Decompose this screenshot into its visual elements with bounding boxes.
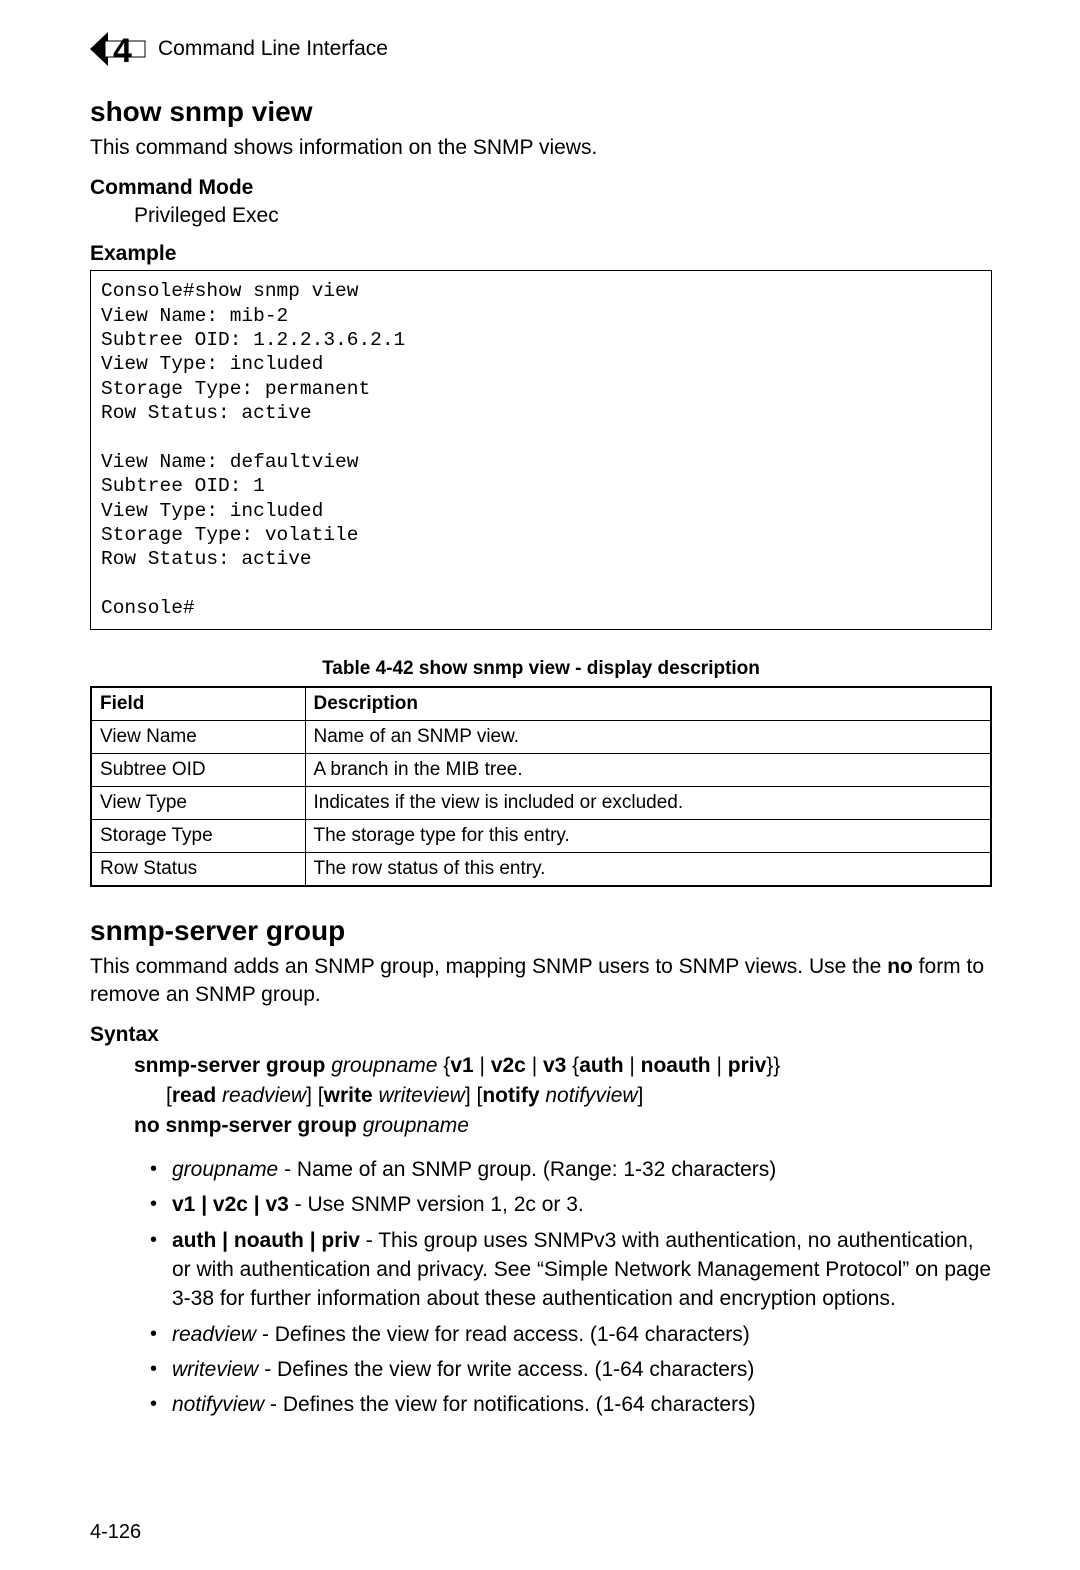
syntax-text: snmp-server group (134, 1054, 331, 1077)
table-cell: Indicates if the view is included or exc… (305, 786, 991, 819)
list-item: auth | noauth | priv - This group uses S… (150, 1226, 992, 1314)
parameter-list: groupname - Name of an SNMP group. (Rang… (90, 1155, 992, 1420)
syntax-text: readview (222, 1084, 306, 1107)
command-mode-value: Privileged Exec (90, 204, 992, 228)
syntax-text: no snmp-server group (134, 1114, 363, 1137)
syntax-text: notify (482, 1084, 539, 1107)
table-cell: The storage type for this entry. (305, 819, 991, 852)
section-description: This command shows information on the SN… (90, 134, 992, 162)
command-mode-label: Command Mode (90, 176, 992, 200)
example-code-block: Console#show snmp view View Name: mib-2 … (90, 270, 992, 629)
table-cell: View Name (91, 720, 305, 753)
list-item: readview - Defines the view for read acc… (150, 1320, 992, 1349)
syntax-text: ] [ (306, 1084, 324, 1107)
syntax-text: writeview (378, 1084, 464, 1107)
syntax-text: v3 (543, 1054, 566, 1077)
table-row: View Type Indicates if the view is inclu… (91, 786, 991, 819)
syntax-text: | (624, 1054, 641, 1077)
param-sep: - (289, 1193, 308, 1216)
syntax-text: priv (728, 1054, 767, 1077)
syntax-line-3: no snmp-server group groupname (134, 1111, 992, 1141)
svg-text:4: 4 (113, 32, 132, 70)
desc-bold: no (887, 955, 913, 978)
param-desc: Defines the view for write access. (1-64… (277, 1358, 754, 1381)
param-desc: Use SNMP version 1, 2c or 3. (308, 1193, 584, 1216)
param-term: writeview (172, 1358, 258, 1381)
param-desc: Defines the view for notifications. (1-6… (283, 1393, 756, 1416)
syntax-text: auth (579, 1054, 623, 1077)
param-term: notifyview (172, 1393, 264, 1416)
list-item: v1 | v2c | v3 - Use SNMP version 1, 2c o… (150, 1190, 992, 1219)
syntax-text: notifyview (545, 1084, 637, 1107)
table-cell: Row Status (91, 852, 305, 886)
param-term: readview (172, 1323, 256, 1346)
syntax-text: { (437, 1054, 450, 1077)
table-cell: The row status of this entry. (305, 852, 991, 886)
syntax-text: groupname (363, 1114, 469, 1137)
param-sep: - (360, 1229, 378, 1252)
table-header-row: Field Description (91, 687, 991, 721)
param-sep: - (256, 1323, 275, 1346)
page-number: 4-126 (90, 1521, 141, 1544)
param-desc: Defines the view for read access. (1-64 … (275, 1323, 750, 1346)
table-caption: Table 4-42 show snmp view - display desc… (90, 658, 992, 680)
table-header-description: Description (305, 687, 991, 721)
table-cell: Subtree OID (91, 753, 305, 786)
syntax-text: ] (638, 1084, 644, 1107)
syntax-text: ] [ (465, 1084, 483, 1107)
param-desc: Name of an SNMP group. (Range: 1-32 char… (297, 1158, 776, 1181)
syntax-text: noauth (641, 1054, 711, 1077)
table-row: Subtree OID A branch in the MIB tree. (91, 753, 991, 786)
table-row: Storage Type The storage type for this e… (91, 819, 991, 852)
param-sep: - (264, 1393, 283, 1416)
page-header: 4 Command Line Interface (90, 28, 992, 70)
list-item: notifyview - Defines the view for notifi… (150, 1390, 992, 1419)
section-heading-show-snmp-view: show snmp view (90, 96, 992, 128)
syntax-line-1: snmp-server group groupname {v1 | v2c | … (134, 1051, 992, 1081)
syntax-text: | (474, 1054, 491, 1077)
list-item: writeview - Defines the view for write a… (150, 1355, 992, 1384)
syntax-text: write (324, 1084, 373, 1107)
table-row: Row Status The row status of this entry. (91, 852, 991, 886)
syntax-block: snmp-server group groupname {v1 | v2c | … (90, 1051, 992, 1140)
table-cell: A branch in the MIB tree. (305, 753, 991, 786)
table-cell: Name of an SNMP view. (305, 720, 991, 753)
chapter-icon: 4 (90, 28, 146, 70)
syntax-text: | (526, 1054, 543, 1077)
param-term: auth | noauth | priv (172, 1229, 360, 1252)
syntax-text: { (566, 1054, 579, 1077)
syntax-text: groupname (331, 1054, 437, 1077)
syntax-label: Syntax (90, 1023, 992, 1047)
syntax-text: v2c (491, 1054, 526, 1077)
example-label: Example (90, 242, 992, 266)
syntax-text: read (172, 1084, 216, 1107)
table-header-field: Field (91, 687, 305, 721)
param-term: groupname (172, 1158, 278, 1181)
param-sep: - (278, 1158, 297, 1181)
param-sep: - (258, 1358, 277, 1381)
section2-description: This command adds an SNMP group, mapping… (90, 953, 992, 1010)
header-title: Command Line Interface (158, 37, 388, 61)
table-cell: Storage Type (91, 819, 305, 852)
syntax-line-2: [read readview] [write writeview] [notif… (134, 1081, 992, 1111)
syntax-text: v1 (450, 1054, 473, 1077)
param-term: v1 | v2c | v3 (172, 1193, 289, 1216)
desc-pre: This command adds an SNMP group, mapping… (90, 955, 887, 978)
table-row: View Name Name of an SNMP view. (91, 720, 991, 753)
description-table: Field Description View Name Name of an S… (90, 686, 992, 887)
syntax-text: | (711, 1054, 728, 1077)
table-cell: View Type (91, 786, 305, 819)
section-heading-snmp-server-group: snmp-server group (90, 915, 992, 947)
list-item: groupname - Name of an SNMP group. (Rang… (150, 1155, 992, 1184)
syntax-text: }} (766, 1054, 780, 1077)
